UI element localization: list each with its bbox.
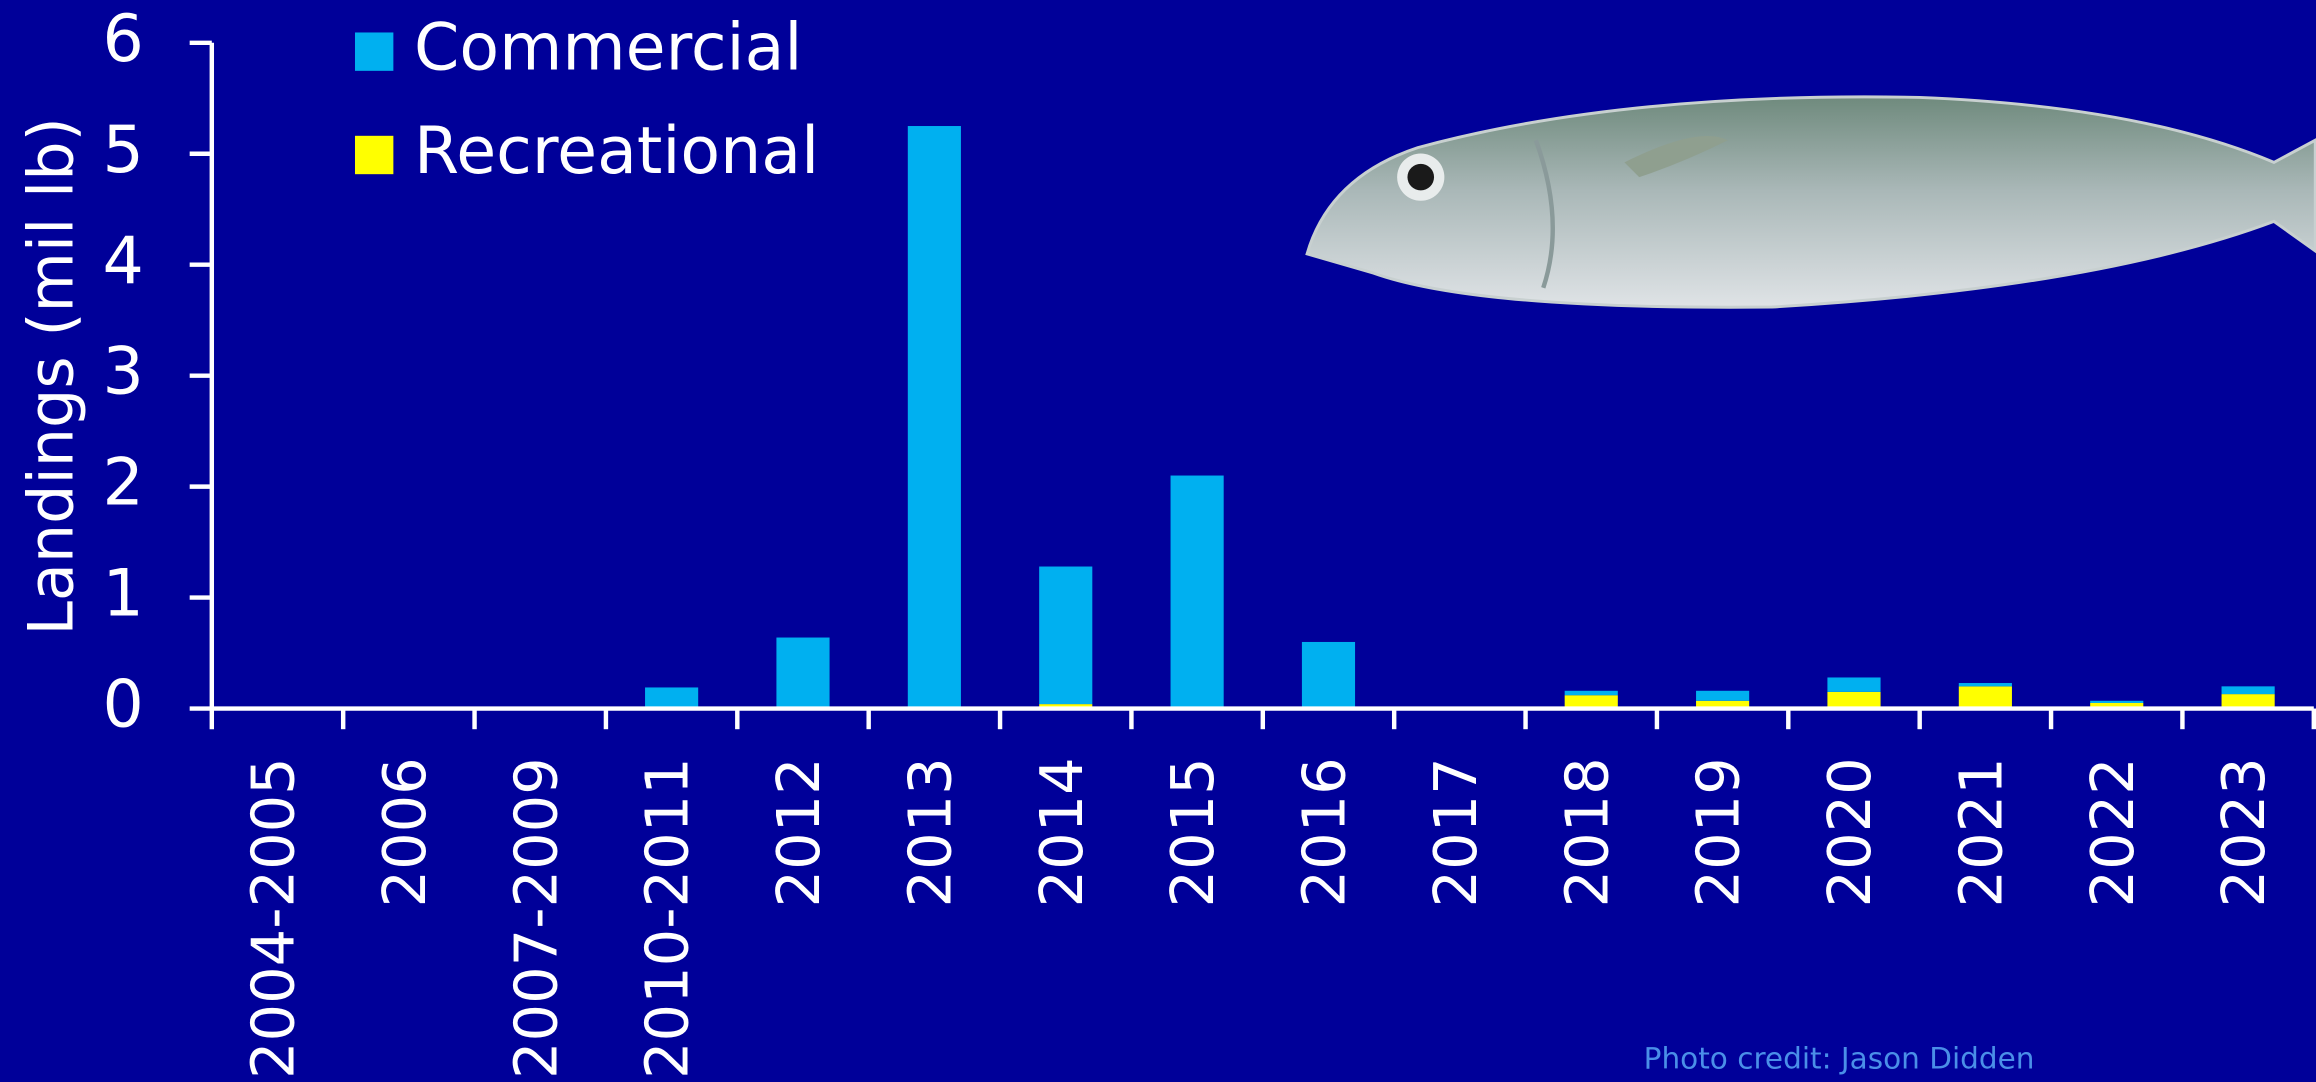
x-tick-label: 2016 — [1290, 757, 1359, 907]
x-tick-label: 2023 — [2209, 757, 2278, 907]
bar-segment — [1696, 700, 1750, 709]
y-tick-label: 1 — [103, 557, 144, 632]
bar-segment — [1827, 677, 1881, 692]
y-tick-label: 3 — [103, 335, 144, 410]
x-tick-label: 2014 — [1027, 757, 1096, 907]
bar-segment — [776, 637, 830, 709]
bar-segment — [2090, 700, 2144, 703]
x-tick-label: 2010-2011 — [633, 757, 702, 1079]
x-tick-label: 2007-2009 — [501, 757, 570, 1079]
y-tick-label: 6 — [103, 2, 144, 77]
y-axis-label: Landings (mil lb) — [14, 117, 87, 635]
legend-label: Recreational — [414, 114, 819, 189]
x-tick-label: 2021 — [1946, 757, 2015, 907]
x-tick-label: 2017 — [1421, 757, 1490, 907]
x-tick-label: 2022 — [2078, 757, 2147, 907]
bar-segment — [1958, 686, 2012, 709]
legend-swatch — [354, 135, 394, 175]
x-tick-label: 2018 — [1552, 757, 1621, 907]
x-tick-label: 2019 — [1684, 757, 1753, 907]
bar-segment — [1170, 475, 1224, 709]
bar-segment — [1564, 695, 1618, 709]
bar-segment — [1301, 641, 1356, 709]
bar-segment — [645, 687, 699, 709]
x-tick-label: 2012 — [764, 757, 833, 907]
x-tick-label: 2006 — [370, 757, 439, 907]
x-tick-label: 2015 — [1158, 757, 1227, 907]
x-tick-label: 2020 — [1815, 757, 1884, 907]
bar-segment — [2221, 694, 2275, 709]
photo-credit: Photo credit: Jason Didden — [1644, 1041, 2035, 1075]
fish-photo — [1305, 95, 2316, 309]
x-tick-label: 2004-2005 — [239, 757, 308, 1079]
bar-segment — [2221, 686, 2275, 695]
bar-segment — [907, 126, 961, 709]
bar-segment — [1696, 690, 1750, 701]
bar-segment — [1039, 704, 1093, 709]
y-tick-label: 0 — [103, 668, 144, 743]
y-tick-label: 5 — [103, 113, 144, 188]
bar-segment — [1827, 691, 1881, 709]
legend-swatch — [354, 32, 394, 71]
y-tick-label: 4 — [103, 224, 144, 299]
bar-segment — [2090, 702, 2144, 709]
bar-segment — [1039, 566, 1093, 705]
legend-label: Commercial — [414, 11, 802, 86]
y-tick-label: 2 — [103, 446, 144, 521]
bar-segment — [1564, 690, 1618, 696]
x-tick-label: 2013 — [895, 757, 964, 907]
bar-segment — [1958, 683, 2012, 687]
